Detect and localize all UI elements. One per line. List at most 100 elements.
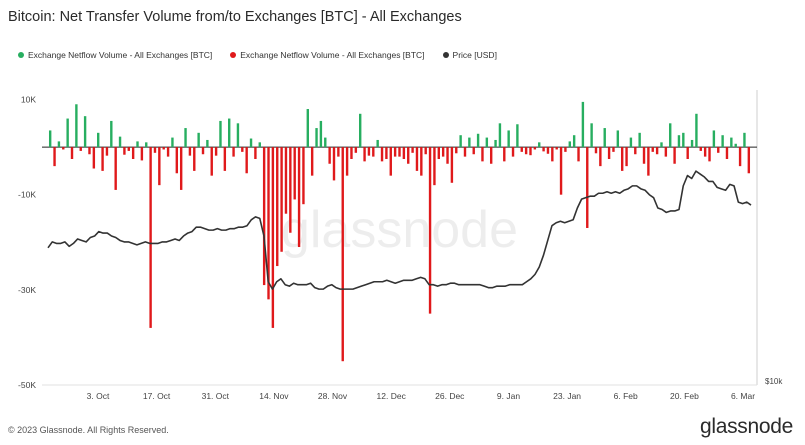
legend-item-netflow-negative[interactable]: Exchange Netflow Volume - All Exchanges …	[230, 50, 425, 60]
x-tick-label: 14. Nov	[259, 391, 289, 401]
netflow-bar	[171, 137, 174, 148]
copyright-text: © 2023 Glassnode. All Rights Reserved.	[8, 425, 169, 435]
netflow-bar	[354, 147, 358, 153]
legend-item-netflow-positive[interactable]: Exchange Netflow Volume - All Exchanges …	[18, 50, 212, 60]
x-tick-label: 17. Oct	[143, 391, 171, 401]
netflow-bar	[507, 130, 510, 148]
netflow-bar	[655, 147, 659, 155]
netflow-bar	[485, 137, 489, 148]
netflow-bar	[88, 147, 91, 155]
x-tick-label: 20. Feb	[670, 391, 699, 401]
netflow-bar	[407, 147, 410, 164]
netflow-bar	[219, 120, 222, 148]
netflow-bar	[210, 147, 213, 176]
netflow-bar	[629, 137, 633, 148]
netflow-bar	[660, 142, 663, 148]
netflow-bar	[446, 147, 449, 164]
netflow-bar	[725, 147, 729, 159]
netflow-bar	[136, 141, 139, 148]
netflow-bar	[127, 147, 130, 151]
netflow-bar	[625, 147, 628, 167]
x-tick-label: 6. Feb	[614, 391, 638, 401]
netflow-bar	[79, 147, 82, 151]
netflow-bar	[437, 147, 440, 159]
netflow-bar	[747, 147, 751, 174]
x-tick-label: 23. Jan	[553, 391, 581, 401]
netflow-bar	[223, 147, 227, 171]
netflow-bar	[363, 147, 366, 162]
legend-label: Exchange Netflow Volume - All Exchanges …	[240, 50, 425, 60]
netflow-bar	[616, 130, 620, 148]
netflow-bar	[62, 147, 65, 150]
y-tick-label: -10K	[18, 190, 36, 200]
y-tick-label: -30K	[18, 285, 36, 295]
netflow-bar	[638, 132, 641, 148]
netflow-bar	[53, 147, 56, 167]
netflow-bar	[166, 147, 170, 157]
netflow-bar	[455, 147, 458, 154]
netflow-bar	[271, 147, 275, 328]
netflow-bar	[516, 124, 519, 148]
netflow-bar	[258, 142, 261, 148]
netflow-bar	[57, 141, 61, 148]
netflow-bar	[75, 104, 78, 148]
netflow-bar	[385, 147, 388, 159]
netflow-bar	[184, 128, 187, 148]
netflow-bar	[131, 147, 135, 159]
netflow-bar	[568, 141, 571, 148]
netflow-bar	[620, 147, 624, 171]
legend-item-price[interactable]: Price [USD]	[442, 50, 497, 60]
netflow-bar	[459, 135, 462, 148]
netflow-bar	[441, 147, 445, 157]
netflow-bar	[743, 132, 746, 148]
netflow-bar	[302, 147, 305, 205]
watermark-text: glassnode	[281, 201, 518, 259]
netflow-bar	[533, 147, 537, 150]
netflow-bar	[297, 147, 301, 248]
x-tick-label: 28. Nov	[318, 391, 348, 401]
netflow-bar	[503, 147, 506, 162]
netflow-bar	[83, 116, 87, 148]
glassnode-logo: glassnode	[699, 415, 793, 438]
netflow-bar	[228, 118, 231, 148]
netflow-bar	[105, 147, 109, 156]
netflow-bar	[415, 147, 419, 171]
x-tick-label: 31. Oct	[202, 391, 230, 401]
netflow-bar	[289, 147, 292, 233]
legend-label: Exchange Netflow Volume - All Exchanges …	[28, 50, 213, 60]
netflow-bar	[188, 147, 192, 156]
y-tick-label: 10K	[21, 95, 36, 105]
netflow-bar	[489, 147, 493, 164]
netflow-bar	[197, 132, 200, 148]
netflow-bar	[324, 137, 327, 148]
netflow-bar	[153, 147, 157, 153]
netflow-bar	[149, 147, 152, 328]
netflow-bar	[341, 147, 344, 362]
netflow-bar	[428, 147, 432, 314]
legend: Exchange Netflow Volume - All Exchanges …	[18, 50, 497, 60]
netflow-bar	[677, 135, 681, 148]
netflow-bar	[201, 147, 205, 155]
netflow-bar	[424, 147, 427, 155]
netflow-bar	[420, 147, 423, 176]
netflow-bar	[607, 147, 611, 159]
netflow-bar	[703, 147, 707, 157]
netflow-bar	[634, 147, 637, 155]
netflow-bar	[92, 147, 96, 169]
netflow-bar	[717, 147, 720, 153]
netflow-bar	[306, 109, 309, 148]
netflow-bar	[572, 135, 576, 148]
netflow-bar	[590, 123, 593, 148]
netflow-bar	[642, 147, 646, 164]
netflow-bar	[162, 147, 165, 150]
netflow-bar	[481, 147, 484, 162]
netflow-bar	[249, 138, 253, 148]
netflow-bar	[214, 147, 218, 156]
netflow-bar	[708, 147, 711, 162]
netflow-bar	[669, 123, 672, 148]
legend-green-dot-icon	[18, 52, 24, 58]
netflow-bar	[664, 147, 668, 157]
netflow-bar	[712, 130, 716, 148]
netflow-bar	[393, 147, 397, 157]
netflow-bar	[682, 132, 685, 148]
